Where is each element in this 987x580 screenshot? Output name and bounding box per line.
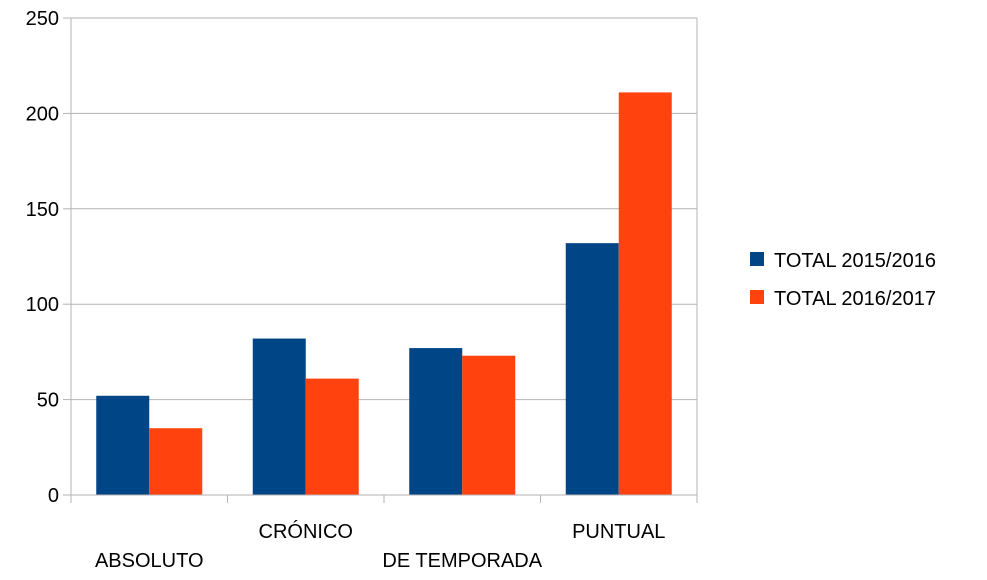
bar-absoluto-series-1 [96,395,150,495]
x-tick-label: CRÓNICO [259,520,353,543]
bar-absoluto-series-2 [149,428,203,495]
y-tick-label: 250 [26,8,59,30]
y-tick-label: 0 [48,485,59,507]
y-tick-label: 50 [37,390,59,412]
bar-crónico-series-1 [252,338,306,495]
tick-labels: 0 50 100 150 200 250 ABSOLUTO CRÓNICO DE TEMPORA… [26,8,666,572]
x-tick-label: ABSOLUTO [95,550,204,572]
bar-puntual-series-1 [565,243,619,495]
bars [96,92,672,496]
y-tick-label: 150 [26,199,59,221]
legend-label: TOTAL 2015/2016 [774,250,936,272]
x-tick-label: PUNTUAL [572,521,665,543]
bar-puntual-series-2 [618,92,672,496]
y-tick-label: 100 [26,294,59,316]
axes [63,17,698,503]
legend: TOTAL 2015/2016 TOTAL 2016/2017 [750,250,936,310]
bar-de-temporada-series-1 [409,348,463,495]
bar-crónico-series-2 [305,378,359,495]
legend-label: TOTAL 2016/2017 [774,288,936,310]
legend-swatch [750,290,764,304]
legend-swatch [750,252,764,266]
y-tick-label: 200 [26,103,59,125]
x-tick-label: DE TEMPORADA [382,550,542,572]
bar-de-temporada-series-2 [462,355,516,495]
